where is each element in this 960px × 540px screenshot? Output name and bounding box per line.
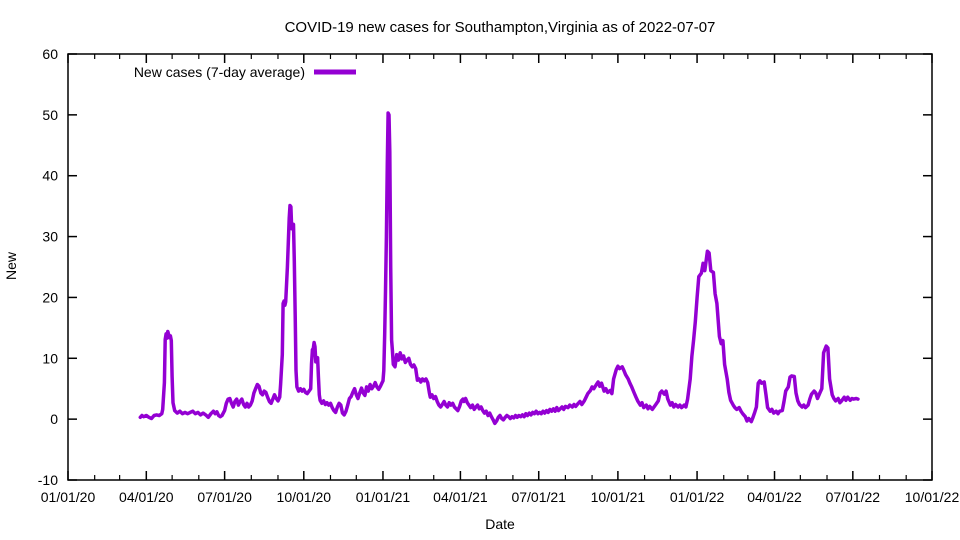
plot-axes: 01/01/20 04/01/20 07/01/20 10/01/20 01/01/21…: [38, 46, 960, 505]
y-tick-label: -10: [38, 472, 58, 488]
y-tick-label: 10: [42, 350, 58, 366]
legend-label: New cases (7-day average): [134, 64, 305, 80]
chart-title: COVID-19 new cases for Southampton,Virgi…: [285, 19, 716, 36]
x-tick-label: 01/01/21: [356, 489, 411, 505]
data-series: [138, 111, 860, 426]
x-axis-label: Date: [485, 516, 515, 532]
x-tick-label: 04/01/22: [747, 489, 802, 505]
y-tick-label: 30: [42, 229, 58, 245]
series-line: [138, 111, 860, 426]
x-tick-label: 04/01/20: [119, 489, 174, 505]
y-axis-label: New: [3, 251, 19, 280]
x-tick-label: 01/01/20: [41, 489, 96, 505]
y-tick-label: 20: [42, 289, 58, 305]
x-tick-label: 10/01/20: [277, 489, 332, 505]
x-tick-label: 07/01/22: [826, 489, 881, 505]
y-tick-label: 60: [42, 46, 58, 62]
x-tick-label: 07/01/21: [511, 489, 566, 505]
legend: New cases (7-day average): [134, 64, 356, 80]
x-tick-label: 01/01/22: [670, 489, 725, 505]
x-tick-label: 10/01/21: [591, 489, 646, 505]
x-tick-label: 07/01/20: [197, 489, 252, 505]
y-tick-label: 50: [42, 107, 58, 123]
x-tick-label: 04/01/21: [433, 489, 488, 505]
y-tick-label: 40: [42, 168, 58, 184]
x-tick-label: 10/01/22: [905, 489, 960, 505]
y-tick-label: 0: [50, 411, 58, 427]
plot-border: [67, 53, 933, 481]
